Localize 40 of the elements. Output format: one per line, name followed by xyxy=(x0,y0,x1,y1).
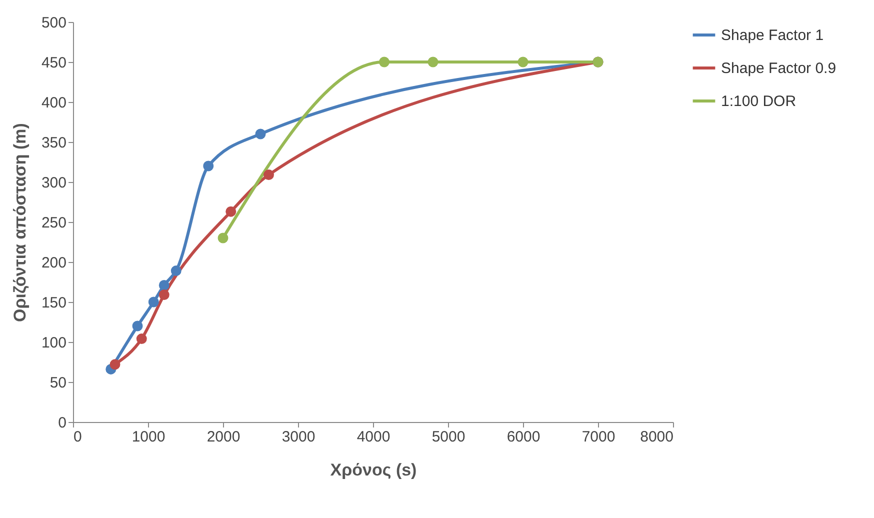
y-tick-label: 150 xyxy=(41,294,66,312)
point xyxy=(218,232,228,244)
x-tick-label: 2000 xyxy=(206,428,240,446)
y-tick-label: 300 xyxy=(41,174,66,192)
point xyxy=(148,296,159,308)
y-axis-title: Οριζόντια απόσταση (m) xyxy=(10,123,30,322)
x-tick-label: 3000 xyxy=(282,428,316,446)
y-tick-label: 200 xyxy=(41,254,66,272)
point xyxy=(379,56,390,68)
point xyxy=(428,56,438,68)
x-tick-label: 4000 xyxy=(356,428,390,446)
point xyxy=(132,320,143,332)
point xyxy=(170,266,182,276)
x-tick-label: 7000 xyxy=(582,428,616,446)
point xyxy=(158,290,170,300)
y-tick-label: 100 xyxy=(41,334,66,352)
y-tick-label: 350 xyxy=(41,134,66,152)
x-tick-label: 1000 xyxy=(132,428,166,446)
point xyxy=(203,160,214,172)
point xyxy=(255,128,266,140)
point xyxy=(158,280,170,290)
point xyxy=(110,359,120,370)
point xyxy=(136,334,147,344)
y-tick-label: 450 xyxy=(41,54,66,72)
x-axis-title: Χρόνος (s) xyxy=(330,460,417,480)
y-tick-label: 400 xyxy=(41,94,66,112)
point xyxy=(518,56,528,68)
y-tick-label: 50 xyxy=(50,374,66,392)
y-tick-label: 0 xyxy=(58,414,66,432)
legend-label: Shape Factor 1 xyxy=(721,27,824,44)
y-tick-label: 250 xyxy=(41,214,66,232)
x-tick-label: 0 xyxy=(74,428,82,446)
legend-label: Shape Factor 0.9 xyxy=(721,60,836,77)
point xyxy=(264,170,274,180)
y-tick-label: 500 xyxy=(41,14,66,32)
point xyxy=(226,206,236,217)
legend-label: 1:100 DOR xyxy=(721,93,796,110)
x-tick-label: 5000 xyxy=(432,428,466,446)
x-tick-label: 8000 xyxy=(640,428,674,446)
x-tick-label: 6000 xyxy=(506,428,540,446)
